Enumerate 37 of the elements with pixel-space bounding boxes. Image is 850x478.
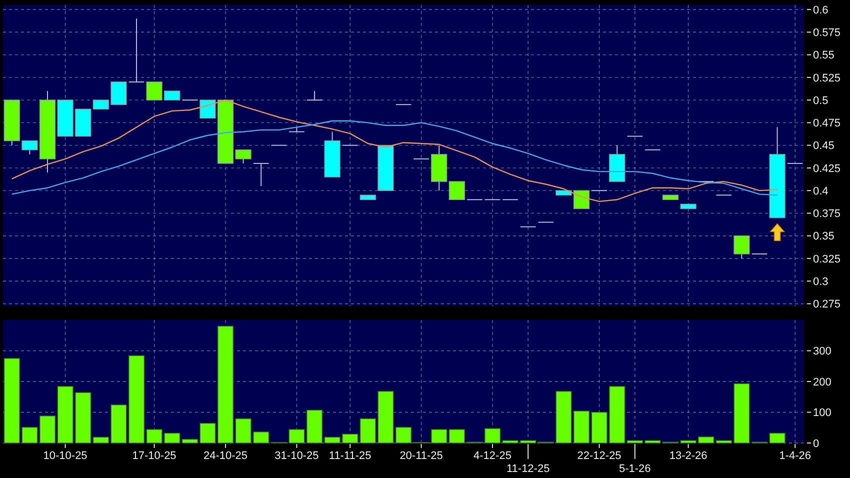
y-tick-label: 0.375 — [813, 208, 841, 220]
x-tick-label: 24-10-25 — [203, 450, 248, 462]
x-tick-label: 13-2-26 — [669, 450, 708, 462]
y-tick-label: 0.55 — [813, 50, 834, 62]
y-tick-label: 0.325 — [813, 253, 841, 266]
y-tick-label: 0.5 — [813, 94, 828, 107]
x-tick-label: 17-10-25 — [132, 450, 176, 462]
y-tick-label: 0.3 — [813, 276, 828, 288]
candlestick — [448, 181, 465, 200]
y-tick-label: 0.575 — [813, 27, 841, 40]
y-tick-label: 0.4 — [813, 185, 828, 198]
y-tick-label: 0.45 — [813, 140, 834, 152]
x-tick-label: 11-12-25 — [506, 463, 550, 475]
y-tick-label: 100 — [813, 407, 832, 420]
y-tick-label: 0.475 — [813, 118, 841, 130]
x-tick-label: 20-11-25 — [400, 450, 443, 462]
y-tick-label: 0.275 — [813, 298, 841, 311]
x-tick-label: 10-10-25 — [43, 450, 88, 462]
x-tick-label: 31-10-25 — [274, 450, 319, 462]
y-tick-label: 0 — [813, 438, 820, 450]
x-tick-label: 22-12-25 — [577, 450, 622, 462]
x-tick-label: 4-12-25 — [474, 450, 512, 462]
candlestick — [128, 18, 145, 82]
y-tick-label: 0.6 — [813, 4, 828, 16]
candlestick — [306, 90, 323, 101]
y-tick-label: 0.525 — [813, 72, 841, 84]
line-series — [11, 120, 778, 196]
y-tick-label: 0.425 — [813, 162, 841, 175]
x-tick-label: 11-11-25 — [328, 450, 372, 462]
x-tick-label: 1-4-26 — [779, 450, 811, 462]
y-tick-label: 0.35 — [813, 230, 834, 243]
candlestick — [252, 162, 270, 187]
y-tick-label: 300 — [813, 346, 832, 358]
x-tick-label: 5-1-26 — [619, 463, 651, 475]
candlestick — [734, 235, 750, 259]
y-tick-label: 200 — [813, 376, 832, 388]
line-series — [11, 99, 778, 202]
